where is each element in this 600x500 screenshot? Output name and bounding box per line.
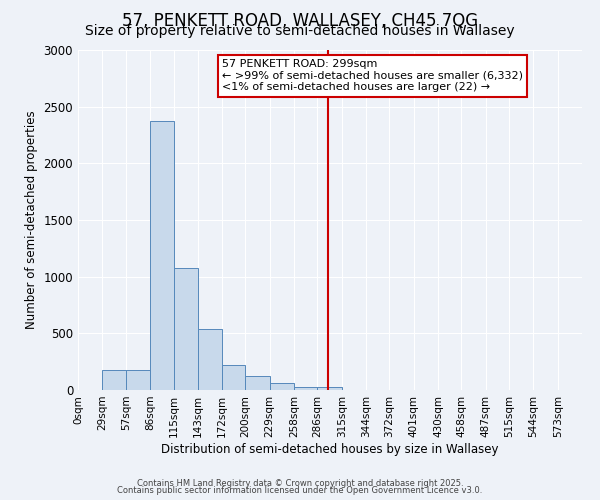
Bar bbox=[198, 329, 222, 390]
Bar bbox=[126, 370, 150, 390]
Bar bbox=[150, 121, 174, 390]
Text: Contains public sector information licensed under the Open Government Licence v3: Contains public sector information licen… bbox=[118, 486, 482, 495]
Title: 57, PENKETT ROAD, WALLASEY, CH45 7QG
Size of property relative to semi-detached : 57, PENKETT ROAD, WALLASEY, CH45 7QG Siz… bbox=[0, 499, 1, 500]
Text: Size of property relative to semi-detached houses in Wallasey: Size of property relative to semi-detach… bbox=[85, 24, 515, 38]
Bar bbox=[245, 376, 270, 390]
Bar bbox=[294, 386, 317, 390]
Bar bbox=[317, 386, 342, 390]
Text: 57 PENKETT ROAD: 299sqm
← >99% of semi-detached houses are smaller (6,332)
<1% o: 57 PENKETT ROAD: 299sqm ← >99% of semi-d… bbox=[222, 59, 523, 92]
Text: 57, PENKETT ROAD, WALLASEY, CH45 7QG: 57, PENKETT ROAD, WALLASEY, CH45 7QG bbox=[122, 12, 478, 30]
Bar bbox=[270, 383, 294, 390]
Bar bbox=[174, 268, 198, 390]
Y-axis label: Number of semi-detached properties: Number of semi-detached properties bbox=[25, 110, 38, 330]
Bar bbox=[222, 364, 245, 390]
X-axis label: Distribution of semi-detached houses by size in Wallasey: Distribution of semi-detached houses by … bbox=[161, 442, 499, 456]
Text: Contains HM Land Registry data © Crown copyright and database right 2025.: Contains HM Land Registry data © Crown c… bbox=[137, 478, 463, 488]
Bar bbox=[102, 370, 126, 390]
